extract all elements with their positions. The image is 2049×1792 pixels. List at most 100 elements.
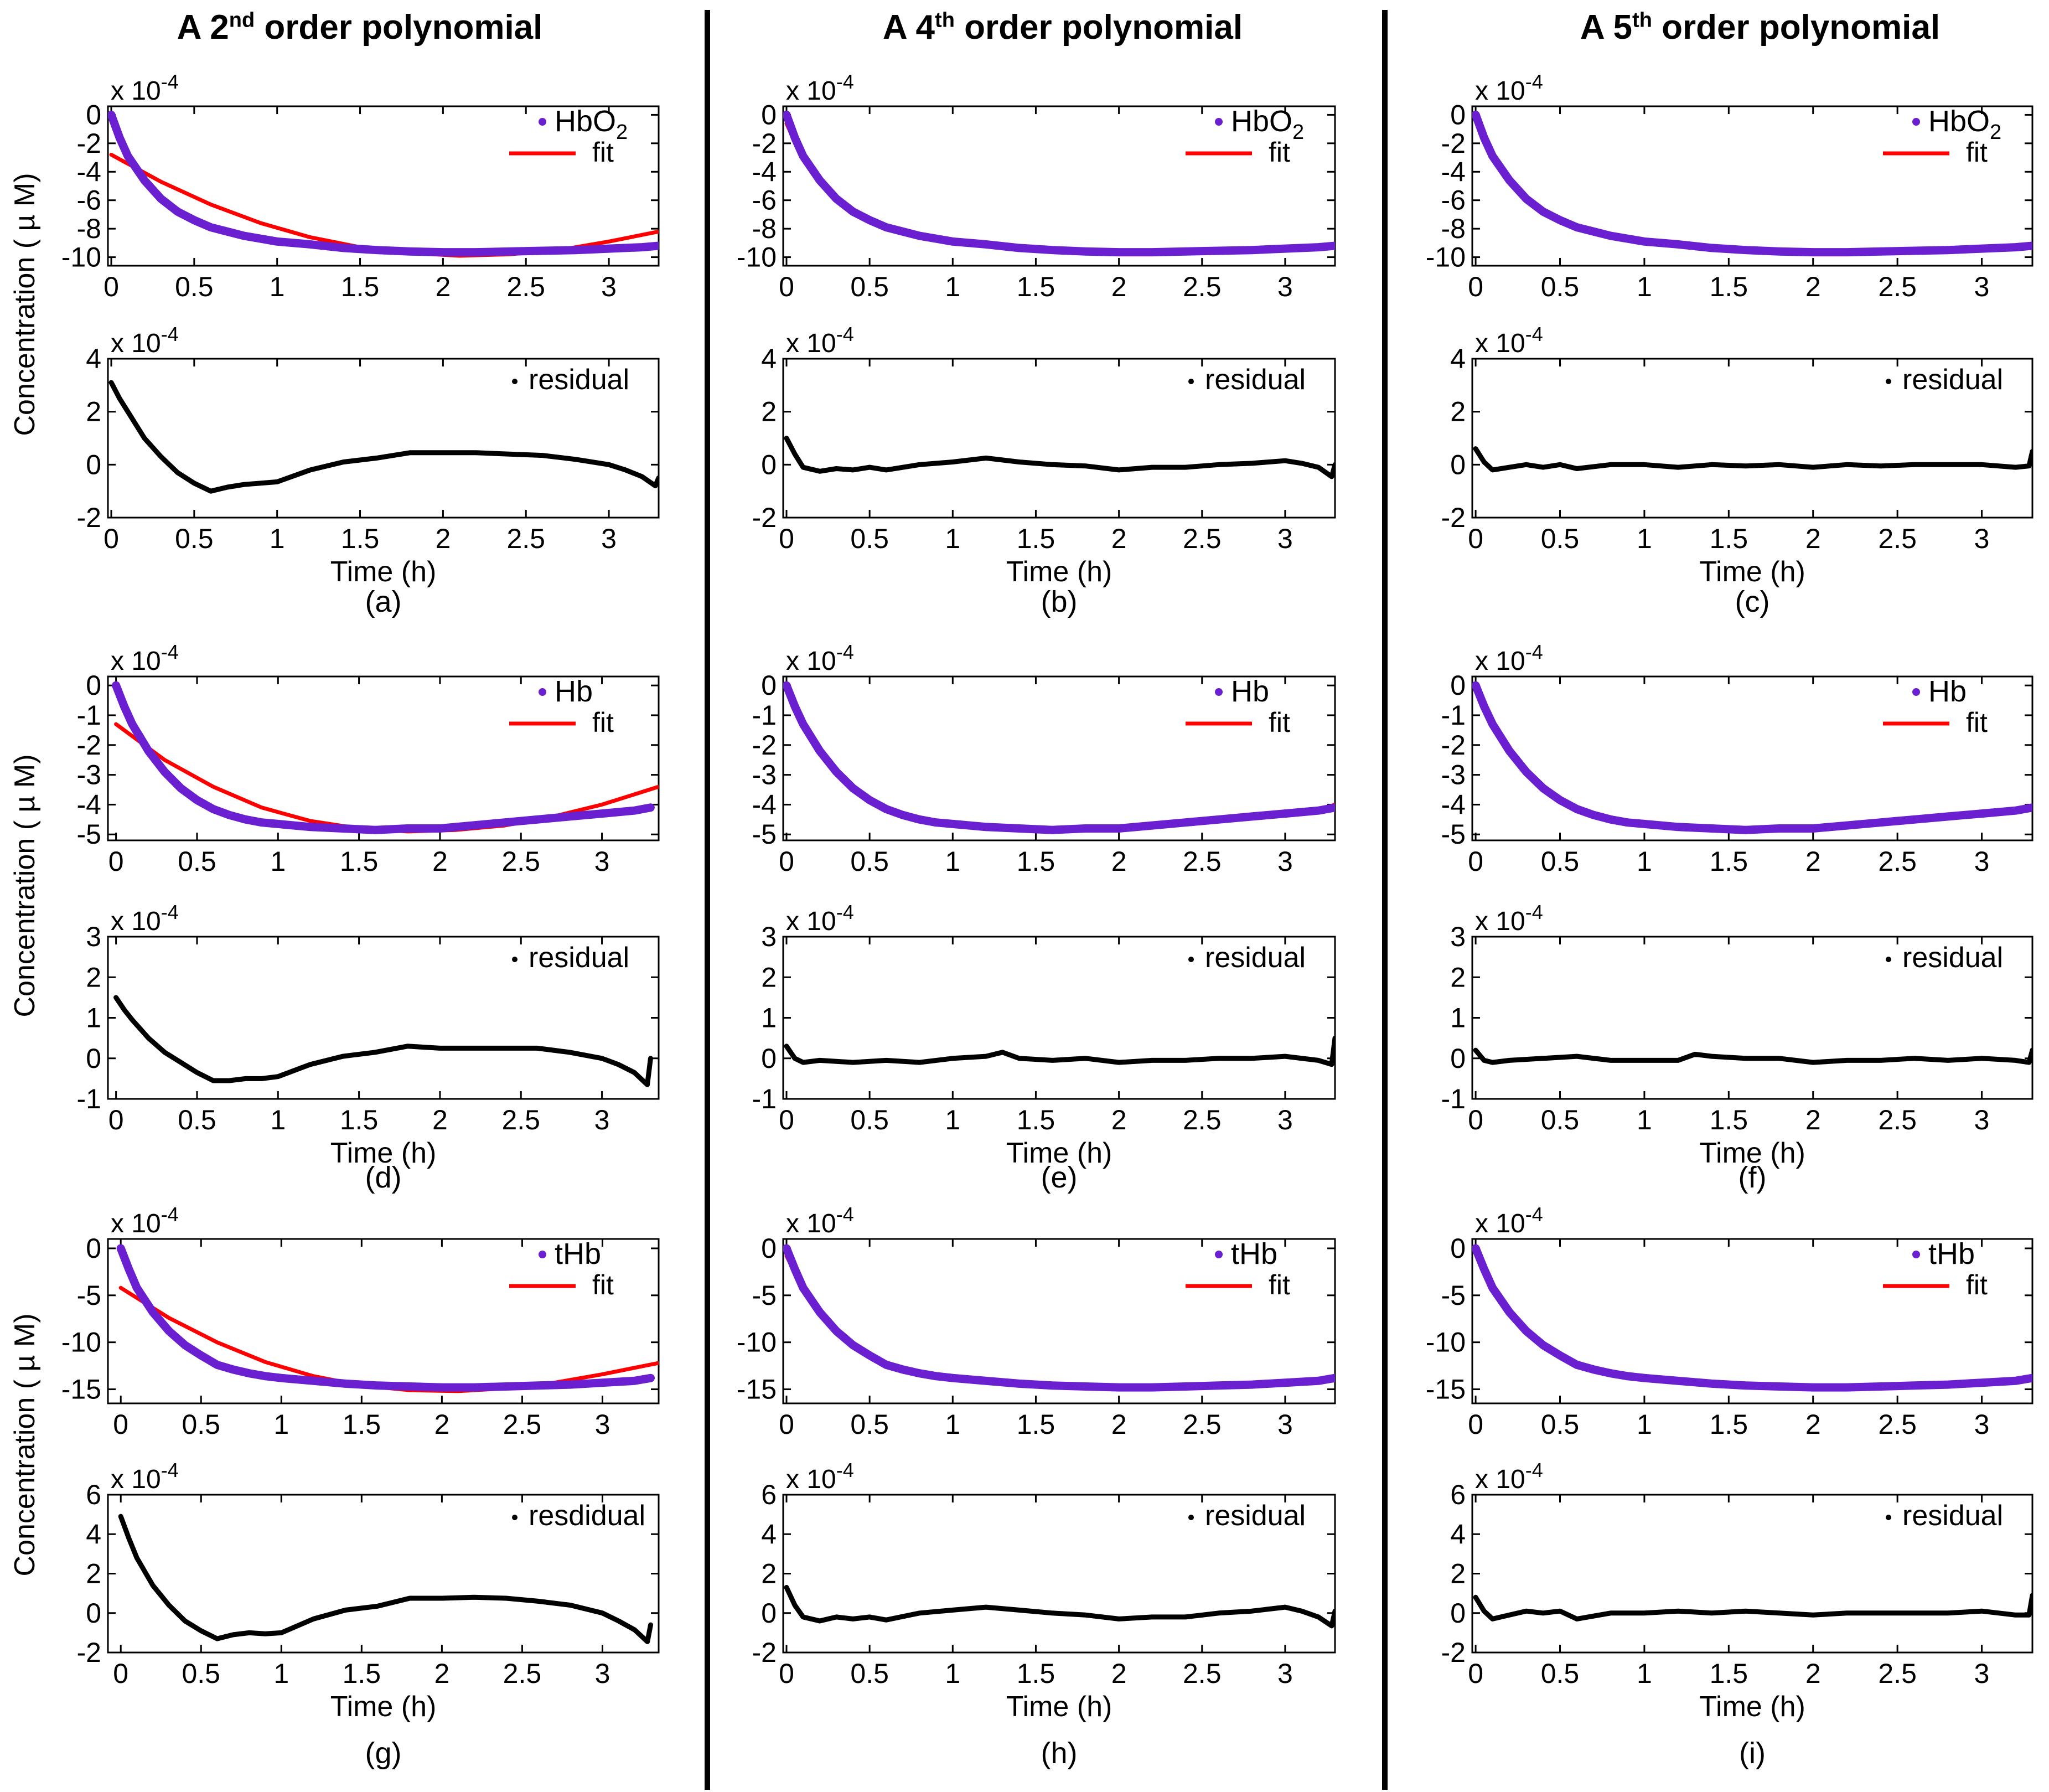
panel-a-fit-line <box>109 152 659 258</box>
panel-e-top-y-tick-label: -1 <box>752 700 777 731</box>
panel-e-top-x-tick-label: 0 <box>779 846 794 877</box>
panel-f-top-y-tick-label: -1 <box>1441 700 1466 731</box>
panel-h-bottom-x-tick-label: 3 <box>1277 1658 1293 1689</box>
panel-a-top-scale-exponent: -4 <box>161 70 179 93</box>
panel-g-top-x-tick-label: 0.5 <box>182 1409 220 1440</box>
panel-c-top-x-tick-label: 3 <box>1974 271 1990 302</box>
panel-g-top-x-tick-label: 2 <box>434 1409 449 1440</box>
panel-e-bottom-x-tick-label: 0.5 <box>850 1104 889 1135</box>
panel-d-legend-data-label: Hb <box>555 675 593 708</box>
panel-g-bottom-x-tick-label: 1 <box>273 1658 289 1689</box>
panel-i-bottom-y-tick-label: 2 <box>1450 1558 1466 1589</box>
panel-c-top-axes-frame <box>1471 105 2034 267</box>
panel-g-bottom-x-tick-label: 3 <box>595 1658 610 1689</box>
panel-b-bottom-y-tick-label: 0 <box>761 449 777 480</box>
panel-g-bottom-y-tick-label: 4 <box>86 1519 101 1550</box>
panel-b-xlabel: Time (h) <box>1006 556 1113 588</box>
panel-b-bottom-y-tick-label: -2 <box>752 502 777 533</box>
panel-g-top-x-tick-label: 1 <box>273 1409 289 1440</box>
panel-g-bottom-y-tick-label: 2 <box>86 1558 101 1589</box>
panel-b-top-y-tick-label: 0 <box>761 99 777 130</box>
panel-d-bottom-series <box>113 995 653 1087</box>
panel-e-bottom-x-tick-label: 3 <box>1277 1104 1293 1135</box>
panel-h-legend-fit-label: fit <box>1269 1269 1290 1300</box>
panel-d-bottom-x-tick-label: 2.5 <box>501 1104 540 1135</box>
panel-h-top-x-tick-label: 2.5 <box>1183 1409 1222 1440</box>
panel-a-top-x-tick-label: 0.5 <box>175 271 214 302</box>
panel-d-top-x-tick-label: 1.5 <box>340 846 379 877</box>
panel-c-bottom-y-tick-label: 2 <box>1450 396 1466 427</box>
panel-e-top-y-tick-label: -4 <box>752 789 777 820</box>
panel-g-top-scale-exponent: -4 <box>161 1203 179 1226</box>
panel-f-bottom-x-tick-label: 1.5 <box>1710 1104 1748 1135</box>
panel-d-caption: (d) <box>365 1161 402 1194</box>
panel-c-bottom-y-tick-label: -2 <box>1441 502 1466 533</box>
panel-f-bottom-x-tick-label: 1 <box>1637 1104 1652 1135</box>
panel-c-legend-residual-marker <box>1886 379 1891 384</box>
panel-e-top-x-tick-label: 2.5 <box>1183 846 1222 877</box>
panel-e-bottom-y-tick-label: 0 <box>761 1043 777 1074</box>
panel-h-top-scale-label: x 10-4 <box>786 1203 854 1238</box>
panel-c-top-y-tick-label: -6 <box>1441 185 1466 216</box>
panel-i-legend-residual-label: residual <box>1902 1500 2003 1532</box>
panel-a-ylabel: Concentration ( µ M) <box>9 173 41 436</box>
panel-b-bottom-axes-frame <box>782 358 1336 519</box>
panel-f-top-series <box>1472 681 2032 834</box>
panel-g-bottom-series <box>118 1514 653 1644</box>
panel-g-xlabel: Time (h) <box>330 1691 437 1723</box>
panel-b-legend-residual-marker <box>1188 379 1194 384</box>
panel-c-legend-data-label: HbO2 <box>1928 105 2001 144</box>
panel-h-top-x-tick-label: 3 <box>1277 1409 1293 1440</box>
panel-a-top-x-tick-label: 2 <box>435 271 451 302</box>
panel-h-bottom-scale-label: x 10-4 <box>786 1459 854 1494</box>
panel-d-bottom-scale-exponent: -4 <box>161 901 179 923</box>
panel-e-top-scale-exponent: -4 <box>836 641 854 663</box>
panel-h-top-x-tick-label: 2 <box>1111 1409 1127 1440</box>
panel-a-data-line <box>108 110 659 257</box>
panel-b-top-x-tick-label: 0 <box>779 271 794 302</box>
panel-a-bottom-scale-label: x 10-4 <box>111 323 179 358</box>
panel-i-bottom-x-tick-label: 2.5 <box>1878 1658 1917 1689</box>
panel-h-bottom-y-tick-label: -2 <box>752 1637 777 1668</box>
panel-d-bottom-x-tick-label: 0 <box>108 1104 124 1135</box>
panel-i-bottom-series <box>1473 1593 2032 1621</box>
panel-e-legend-data-label: Hb <box>1231 675 1269 708</box>
panel-a-top-x-tick-label: 0 <box>104 271 119 302</box>
panel-g-top-y-tick-label: -5 <box>77 1280 101 1311</box>
panel-h-bottom-x-tick-label: 0 <box>779 1658 794 1689</box>
panel-i-legend-data-marker <box>1912 1251 1920 1258</box>
panel-c-bottom-axes-frame <box>1471 358 2034 519</box>
panel-e-top-x-tick-label: 2 <box>1111 846 1127 877</box>
panel-d-top-x-tick-label: 1 <box>270 846 286 877</box>
panel-a-top-series <box>108 110 659 258</box>
panel-d-legend-data-marker <box>539 688 546 696</box>
panel-g-bottom-x-tick-label: 0.5 <box>182 1658 220 1689</box>
panel-i-data-line <box>1472 1244 2032 1392</box>
panel-f-top-y-tick-label: -2 <box>1441 730 1466 761</box>
panel-d-ylabel: Concentration ( µ M) <box>9 754 41 1017</box>
panel-f-xlabel: Time (h) <box>1699 1137 1805 1169</box>
panel-i-top-scale-exponent: -4 <box>1525 1203 1543 1226</box>
panel-a-legend-subscript: 2 <box>616 121 628 144</box>
panel-b-residual-line <box>784 436 1335 479</box>
panel-f-bottom-scale-label: x 10-4 <box>1475 901 1543 936</box>
panel-h-xlabel: Time (h) <box>1006 1691 1113 1723</box>
panel-d-top-y-tick-label: 0 <box>86 670 101 701</box>
panel-e-legend-residual-marker <box>1188 957 1194 962</box>
panel-f-fit-line <box>1473 686 2032 832</box>
panel-h-top-x-tick-label: 0 <box>779 1409 794 1440</box>
panel-d-top-y-tick-label: -5 <box>77 819 101 850</box>
panel-c-legend-fit-label: fit <box>1966 137 1988 168</box>
panel-f-bottom-y-tick-label: 1 <box>1450 1003 1466 1034</box>
panel-i-top-y-tick-label: -10 <box>1426 1327 1466 1358</box>
panel-d-bottom-y-tick-label: 0 <box>86 1043 101 1074</box>
panel-h-data-line <box>783 1244 1335 1392</box>
panel-b-legend-data-marker <box>1215 118 1223 126</box>
panel-f-top-x-tick-label: 0 <box>1468 846 1483 877</box>
panel-b-top-x-tick-label: 1 <box>945 271 960 302</box>
panel-d-top-y-tick-label: -4 <box>77 789 101 820</box>
panel-h-bottom-x-tick-label: 2 <box>1111 1658 1127 1689</box>
panel-b-top-x-tick-label: 0.5 <box>850 271 889 302</box>
panel-h-top-axes-frame <box>782 1238 1336 1404</box>
